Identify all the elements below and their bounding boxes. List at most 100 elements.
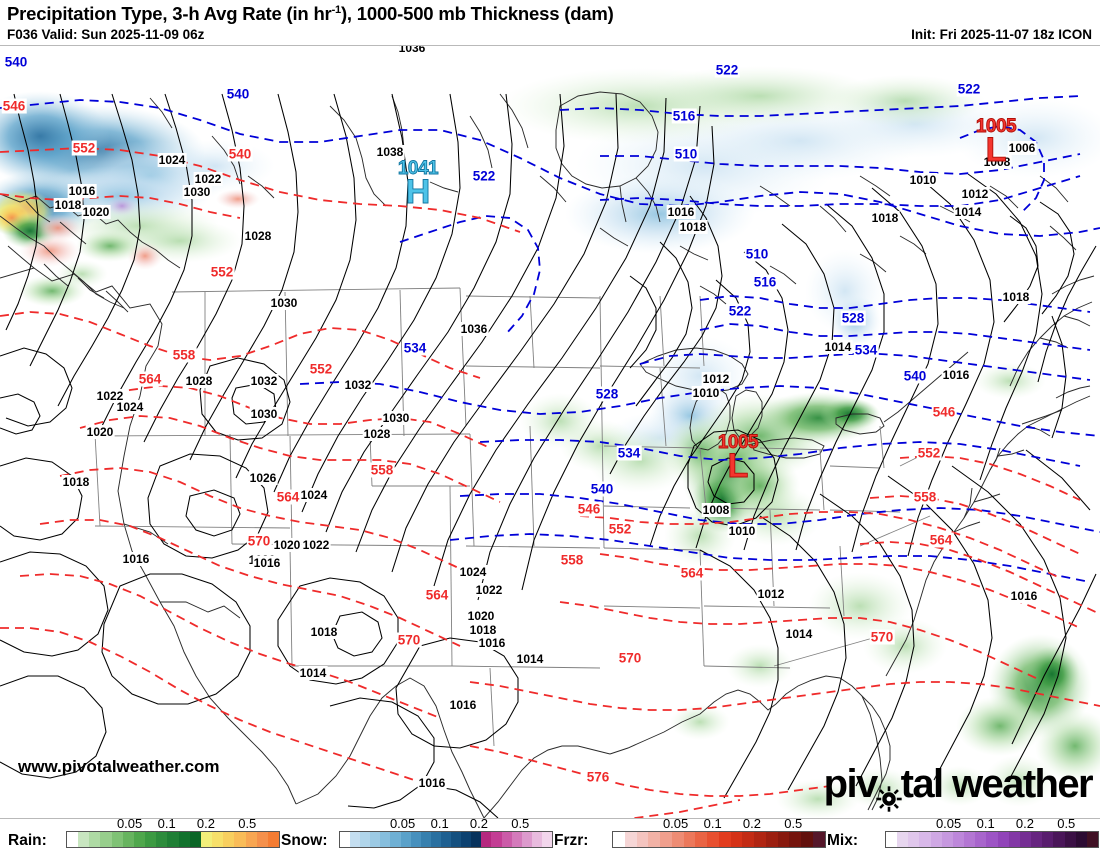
colorbar-swatch xyxy=(67,832,79,847)
colorbar-swatch xyxy=(212,832,224,847)
colorbar-swatch xyxy=(370,832,381,847)
colorbar-swatch xyxy=(223,832,235,847)
map-canvas[interactable]: 1036 1024 1016 1022 1018 1020 1030 1028 1038 1030… xyxy=(0,46,1100,818)
colorbar-swatch xyxy=(695,832,708,847)
legend-label: Mix: xyxy=(827,832,858,849)
colorbar-swatch xyxy=(133,832,146,847)
colorbar-swatch xyxy=(89,832,101,847)
colorbar-swatch xyxy=(886,832,898,847)
valid-time-label: F036 Valid: Sun 2025-11-09 06z xyxy=(7,27,205,42)
colorbar[interactable] xyxy=(885,831,1099,848)
colorbar-tick: 0.05 xyxy=(662,816,689,831)
colorbar-swatch xyxy=(908,832,920,847)
colorbar-swatch xyxy=(1086,832,1098,847)
colorbar-swatch xyxy=(1053,832,1065,847)
colorbar-swatch xyxy=(765,832,778,847)
colorbar-swatch xyxy=(451,832,462,847)
map-svg xyxy=(0,46,1100,818)
colorbar-swatch xyxy=(145,832,157,847)
colorbar-swatch xyxy=(360,832,371,847)
thickness-contours-low xyxy=(0,95,1100,583)
colorbar-tick: 0.2 xyxy=(196,816,215,831)
title-main: Precipitation Type, 3-h Avg Rate (in hr xyxy=(7,3,332,24)
colorbar-swatch xyxy=(964,832,976,847)
title-tail: ), 1000-500 mb Thickness (dam) xyxy=(340,3,614,24)
gear-icon xyxy=(875,777,902,812)
init-time-label: Init: Fri 2025-11-07 18z ICON xyxy=(911,27,1092,42)
colorbar-swatch xyxy=(200,832,213,847)
colorbar-swatch xyxy=(730,832,743,847)
colorbar-tick: 0.1 xyxy=(976,816,995,831)
map-header: Precipitation Type, 3-h Avg Rate (in hr-… xyxy=(0,0,1100,46)
colorbar-swatch xyxy=(707,832,719,847)
colorbar-swatch xyxy=(256,832,268,847)
colorbar-swatch xyxy=(410,832,421,847)
colorbar-swatch xyxy=(801,832,814,847)
colorbar-swatch xyxy=(501,832,512,847)
legend-label: Rain: xyxy=(8,832,47,849)
colorbar-swatch xyxy=(491,832,502,847)
colorbar-swatch xyxy=(122,832,134,847)
page-title: Precipitation Type, 3-h Avg Rate (in hr-… xyxy=(7,3,614,25)
colorbar-swatch xyxy=(754,832,766,847)
colorbar-tick: 0.5 xyxy=(784,816,803,831)
colorbar-swatch xyxy=(671,832,684,847)
colorbar-swatch xyxy=(919,832,931,847)
colorbar-swatch xyxy=(718,832,731,847)
colorbar-swatch xyxy=(1064,832,1076,847)
colorbar-swatch xyxy=(390,832,401,847)
colorbar-swatch xyxy=(340,832,351,847)
colorbar-swatch xyxy=(111,832,123,847)
colorbar-tick: 0.5 xyxy=(1057,816,1076,831)
colorbar-legend: Rain: 0.05 0.1 0.2 0.5 Snow: 0.05 0.1 0.2 0.5 Frzr… xyxy=(0,816,1100,850)
colorbar[interactable] xyxy=(339,831,553,848)
colorbar-tick: 0.05 xyxy=(935,816,962,831)
colorbar-swatch xyxy=(245,832,257,847)
colorbar-swatch xyxy=(930,832,942,847)
legend-label: Frzr: xyxy=(554,832,589,849)
colorbar-swatch xyxy=(541,832,552,847)
colorbar-swatch xyxy=(941,832,953,847)
legend-group-rain: Rain: 0.05 0.1 0.2 0.5 xyxy=(8,816,288,850)
colorbar-swatch xyxy=(613,832,625,847)
colorbar-swatch xyxy=(521,832,532,847)
brand-text-b: tal weather xyxy=(900,762,1094,806)
colorbar-swatch xyxy=(624,832,637,847)
colorbar-swatch xyxy=(1019,832,1032,847)
colorbar-swatch xyxy=(636,832,649,847)
colorbar-swatch xyxy=(952,832,965,847)
colorbar-tick: 0.5 xyxy=(238,816,257,831)
colorbar-tick: 0.05 xyxy=(389,816,416,831)
colorbar-swatch xyxy=(178,832,190,847)
legend-label: Snow: xyxy=(281,832,328,849)
colorbar-tick: 0.1 xyxy=(157,816,176,831)
colorbar-swatch xyxy=(531,832,542,847)
thickness-contours-high xyxy=(0,147,1100,818)
colorbar-swatch xyxy=(1075,832,1087,847)
mslp-contours xyxy=(0,93,1097,818)
colorbar-swatch xyxy=(461,832,472,847)
colorbar-swatch xyxy=(683,832,696,847)
brand-text-a: piv xyxy=(823,762,879,806)
colorbar-swatch xyxy=(1008,832,1020,847)
colorbar-swatch xyxy=(420,832,431,847)
colorbar-tick: 0.1 xyxy=(430,816,449,831)
colorbar-swatch xyxy=(813,832,825,847)
colorbar-swatch xyxy=(267,832,279,847)
colorbar-swatch xyxy=(897,832,909,847)
colorbar-swatch xyxy=(100,832,112,847)
legend-group-snow: Snow: 0.05 0.1 0.2 0.5 xyxy=(281,816,561,850)
colorbar[interactable] xyxy=(66,831,280,848)
colorbar-swatch xyxy=(997,832,1009,847)
colorbar-swatch xyxy=(511,832,522,847)
colorbar-swatch xyxy=(986,832,998,847)
colorbar-tick: 0.2 xyxy=(469,816,488,831)
colorbar-swatch xyxy=(189,832,201,847)
colorbar-swatch xyxy=(400,832,411,847)
colorbar-swatch xyxy=(167,832,179,847)
colorbar-tick: 0.2 xyxy=(742,816,761,831)
colorbar-swatch xyxy=(156,832,168,847)
colorbar[interactable] xyxy=(612,831,826,848)
site-url-watermark: www.pivotalweather.com xyxy=(18,757,220,776)
